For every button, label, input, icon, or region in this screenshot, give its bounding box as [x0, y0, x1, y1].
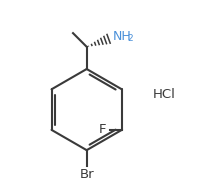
Text: Br: Br — [79, 168, 94, 181]
Text: HCl: HCl — [152, 88, 175, 101]
Text: NH: NH — [113, 30, 132, 43]
Text: 2: 2 — [127, 34, 133, 43]
Text: F: F — [99, 123, 106, 136]
